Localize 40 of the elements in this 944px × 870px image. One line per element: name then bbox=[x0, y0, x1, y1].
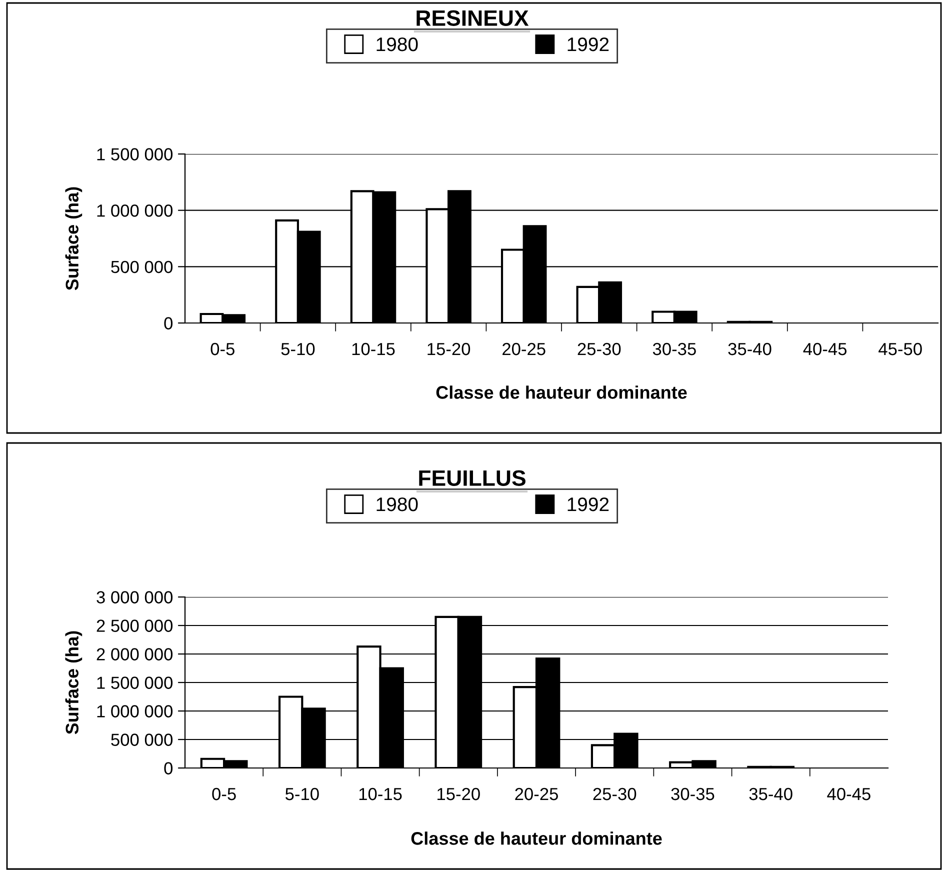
x-axis-title: Classe de hauteur dominante bbox=[411, 832, 662, 845]
x-tick-label: 25-30 bbox=[593, 788, 636, 800]
x-tick-label: 10-15 bbox=[359, 788, 402, 800]
x-tick-label: 20-25 bbox=[502, 342, 546, 356]
legend-label: 1992 bbox=[568, 497, 609, 512]
x-tick-label: 15-20 bbox=[428, 342, 470, 356]
legend-label: 1980 bbox=[376, 497, 418, 512]
x-tick-label: 15-20 bbox=[438, 788, 480, 800]
x-tick-label: 5-10 bbox=[285, 788, 319, 800]
y-tick-label: 500 000 bbox=[111, 260, 173, 274]
legend-label: 1992 bbox=[568, 37, 609, 52]
y-tick-label: 0 bbox=[164, 762, 173, 774]
x-tick-label: 5-10 bbox=[281, 342, 315, 356]
x-tick-label: 35-40 bbox=[728, 342, 772, 356]
y-tick-label: 1 500 000 bbox=[97, 148, 173, 160]
x-axis-title: Classe de hauteur dominante bbox=[436, 386, 687, 399]
y-tick-label: 3 000 000 bbox=[96, 591, 173, 604]
x-tick-label: 30-35 bbox=[652, 342, 696, 356]
x-tick-label: 10-15 bbox=[352, 342, 395, 356]
y-tick-label: 2 000 000 bbox=[96, 648, 173, 660]
chart-title: RESINEUX bbox=[416, 10, 529, 26]
legend-label: 1980 bbox=[376, 37, 418, 52]
y-tick-label: 0 bbox=[164, 317, 173, 330]
x-tick-label: 20-25 bbox=[515, 788, 558, 800]
y-tick-label: 500 000 bbox=[111, 734, 173, 746]
y-tick-label: 2 500 000 bbox=[96, 620, 173, 632]
y-tick-label: 1 000 000 bbox=[97, 204, 173, 217]
chart-title: FEUILLUS bbox=[419, 470, 526, 486]
y-axis-title: Surface (ha) bbox=[65, 631, 82, 734]
x-tick-label: 40-45 bbox=[827, 788, 870, 800]
x-tick-label: 35-40 bbox=[749, 788, 792, 800]
x-tick-label: 40-45 bbox=[803, 342, 847, 356]
x-tick-label: 0-5 bbox=[212, 788, 236, 800]
x-tick-label: 25-30 bbox=[578, 342, 621, 356]
x-tick-label: 30-35 bbox=[671, 788, 714, 800]
y-tick-label: 1 500 000 bbox=[97, 676, 173, 689]
y-axis-title: Surface (ha) bbox=[65, 187, 82, 290]
x-tick-label: 0-5 bbox=[210, 342, 234, 356]
y-tick-label: 1 000 000 bbox=[97, 705, 173, 718]
x-tick-label: 45-50 bbox=[878, 342, 922, 356]
